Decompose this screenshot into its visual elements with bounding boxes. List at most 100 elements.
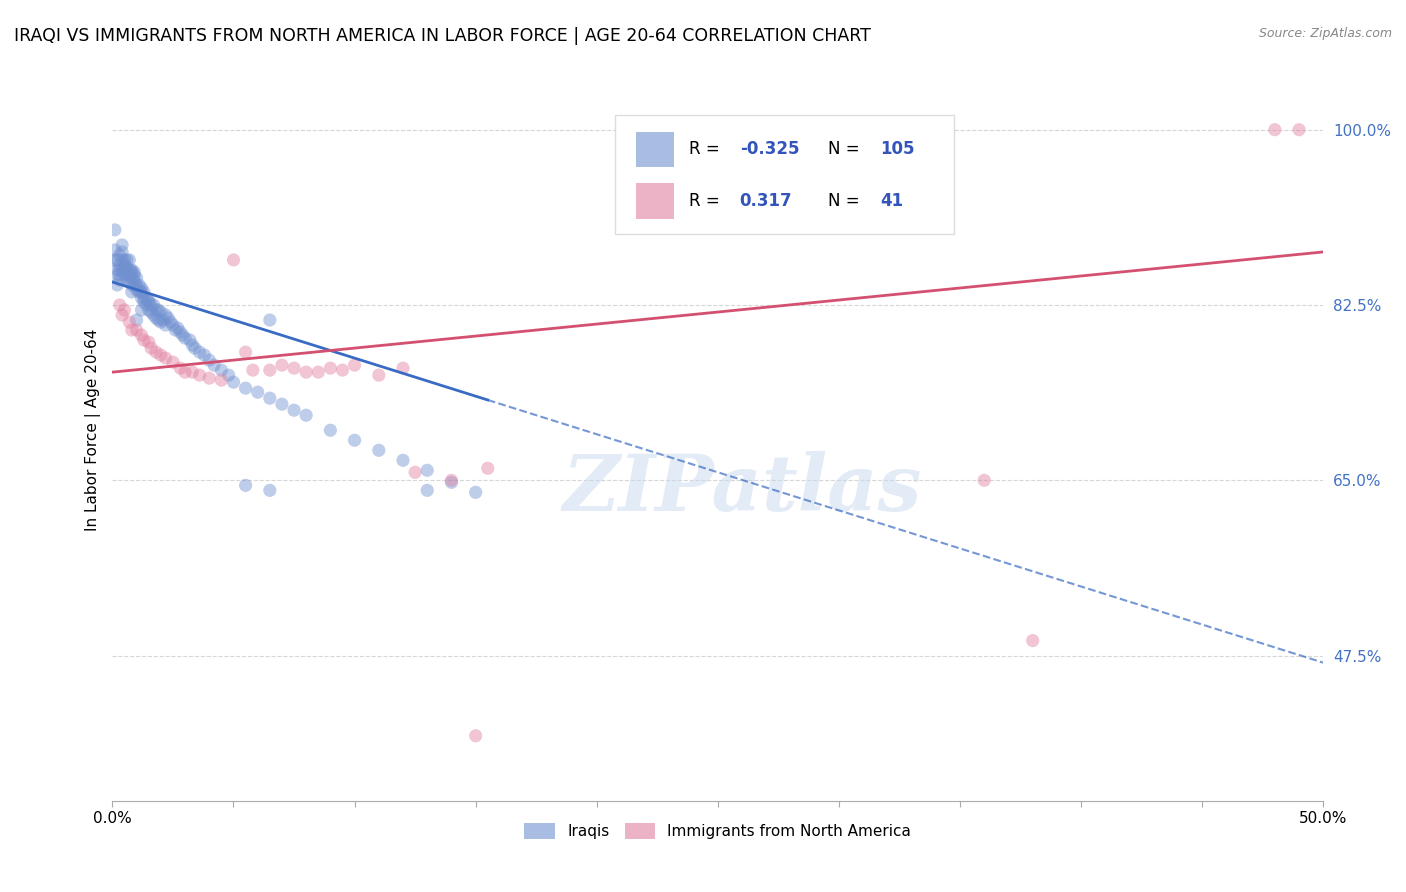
Point (141, 341, 163, 355)
Point (155, 351, 177, 365)
Point (149, 348, 172, 362)
Point (108, 263, 131, 277)
Point (271, 397, 294, 411)
Point (166, 321, 188, 335)
Point (128, 283, 150, 297)
Point (105, 268, 128, 282)
Point (131, 291, 153, 305)
Point (188, 368, 211, 383)
Point (319, 423, 342, 437)
Point (121, 263, 143, 277)
Point (145, 345, 167, 359)
Point (235, 381, 257, 395)
Point (295, 365, 318, 379)
Point (115, 273, 138, 287)
Point (1288, 122, 1310, 136)
Point (193, 348, 215, 362)
Point (152, 313, 174, 327)
Point (122, 268, 145, 282)
Point (114, 303, 136, 318)
Point (122, 265, 145, 279)
Point (105, 263, 128, 277)
Text: IRAQI VS IMMIGRANTS FROM NORTH AMERICA IN LABOR FORCE | AGE 20-64 CORRELATION CH: IRAQI VS IMMIGRANTS FROM NORTH AMERICA I… (14, 27, 870, 45)
Point (242, 363, 264, 377)
Point (319, 361, 342, 376)
Point (464, 485, 486, 500)
Point (111, 308, 134, 322)
Point (125, 313, 148, 327)
Point (148, 313, 170, 327)
Point (440, 473, 463, 487)
Text: R =: R = (689, 192, 730, 211)
Point (343, 358, 366, 372)
Point (114, 258, 136, 272)
Point (209, 373, 232, 387)
Point (246, 385, 269, 400)
Point (145, 311, 167, 326)
Point (108, 273, 131, 287)
Point (111, 263, 134, 277)
Point (1021, 633, 1043, 648)
Point (181, 365, 204, 379)
Point (392, 453, 415, 467)
Point (105, 277, 128, 292)
Point (392, 361, 415, 376)
Point (198, 353, 221, 368)
Point (198, 371, 221, 385)
Point (209, 363, 232, 377)
Point (125, 271, 148, 285)
Text: Source: ZipAtlas.com: Source: ZipAtlas.com (1258, 27, 1392, 40)
Point (135, 291, 157, 305)
Point (162, 355, 184, 369)
Point (367, 443, 389, 458)
Point (115, 252, 138, 267)
Text: 41: 41 (880, 192, 903, 211)
Point (307, 365, 329, 379)
Point (122, 277, 145, 292)
Point (131, 281, 153, 295)
Point (188, 345, 211, 359)
Point (416, 463, 439, 477)
Point (155, 318, 177, 332)
Point (973, 473, 995, 487)
Point (149, 305, 172, 319)
Point (118, 252, 141, 267)
Point (122, 273, 145, 287)
Point (259, 483, 281, 498)
Point (145, 303, 167, 318)
Point (202, 358, 225, 372)
Point (131, 328, 153, 343)
Point (138, 303, 160, 318)
Point (118, 268, 141, 282)
Point (259, 391, 281, 405)
Point (222, 252, 245, 267)
FancyBboxPatch shape (636, 131, 675, 167)
Point (104, 223, 127, 237)
Point (131, 285, 153, 299)
Point (121, 277, 143, 292)
Point (131, 303, 153, 318)
Point (235, 478, 257, 492)
Point (132, 285, 155, 299)
Point (142, 308, 165, 322)
Point (179, 333, 201, 347)
Point (104, 252, 127, 267)
Point (184, 341, 207, 355)
Point (108, 298, 131, 312)
Text: ZIPatlas: ZIPatlas (562, 451, 922, 528)
Legend: Iraqis, Immigrants from North America: Iraqis, Immigrants from North America (519, 817, 918, 845)
Point (1264, 122, 1286, 136)
Point (125, 283, 148, 297)
Point (108, 248, 131, 262)
Point (108, 268, 131, 282)
Point (141, 298, 163, 312)
Point (128, 277, 150, 292)
Point (283, 403, 305, 417)
Point (283, 361, 305, 376)
Point (157, 311, 180, 326)
Point (118, 275, 141, 289)
Point (125, 277, 148, 292)
Point (259, 363, 281, 377)
Point (114, 260, 136, 275)
Point (118, 315, 141, 329)
